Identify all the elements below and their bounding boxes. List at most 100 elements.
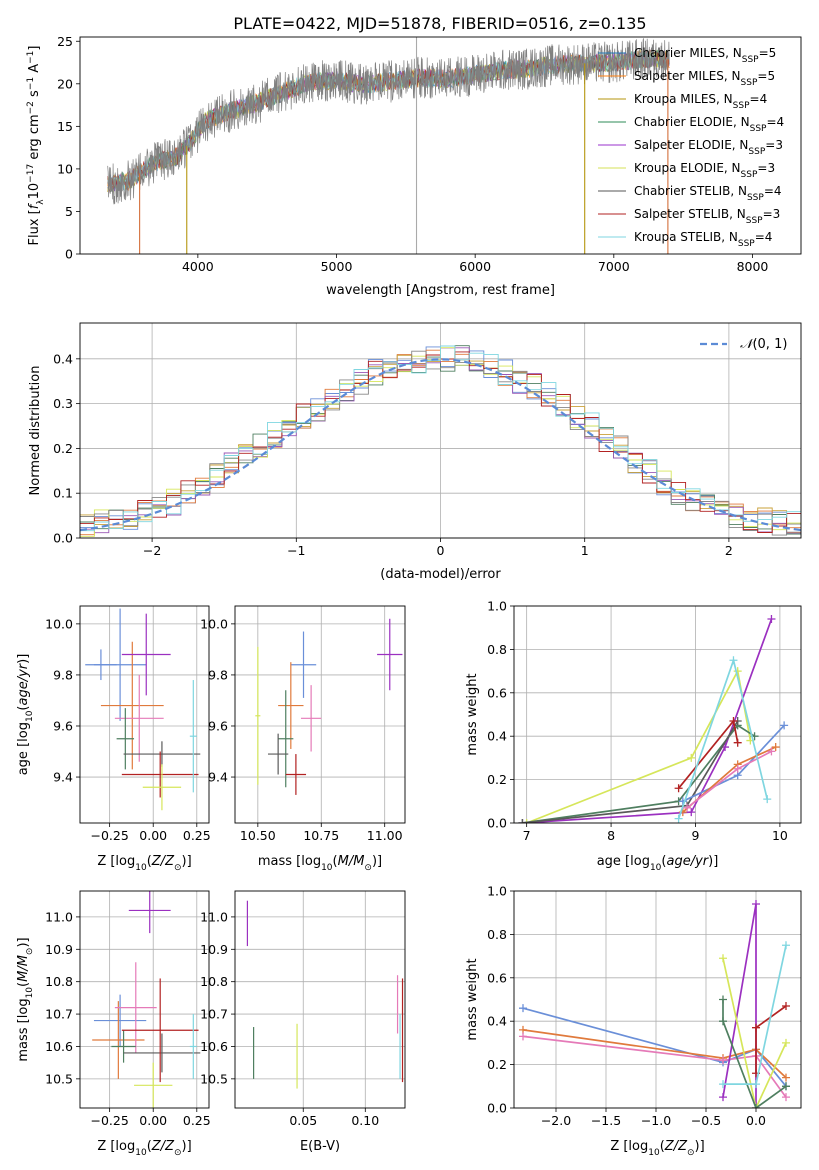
histogram-step (80, 350, 801, 536)
x-tick-label: 0 (437, 543, 445, 558)
y-tick-label: 0.8 (487, 642, 507, 657)
series-line (522, 1029, 787, 1079)
x-tick-label: 1 (581, 543, 589, 558)
plot-area (92, 891, 201, 1108)
x-tick-label: 5000 (321, 259, 353, 274)
y-tick-label: 9.8 (53, 667, 73, 682)
weight-series (719, 995, 790, 1108)
chart-spectrum: 4000 5000 6000 7000 8000 0 5 10 15 20 25 wavelength… (26, 34, 802, 298)
x-axis-label: E(B-V) (300, 1139, 340, 1154)
y-tick-label: 10.6 (200, 1039, 228, 1054)
legend-label: Kroupa ELODIE, NSSP=3 (634, 161, 775, 180)
plot-area (255, 618, 403, 795)
errorbar-point (267, 733, 289, 775)
weight-series (674, 656, 772, 823)
x-axis-label: wavelength [Angstrom, rest frame] (326, 283, 555, 298)
legend-label: Chabrier ELODIE, NSSP=4 (634, 115, 784, 134)
x-tick-label: 7000 (598, 259, 630, 274)
series-marker (782, 1002, 790, 1011)
errorbar-point (189, 680, 197, 793)
plot-area (107, 37, 670, 254)
y-tick-label: 9.4 (208, 770, 228, 785)
series-marker (522, 819, 531, 823)
y-tick-label: 0 (65, 247, 73, 262)
weight-series (752, 1002, 790, 1078)
legend-label: Salpeter STELIB, NSSP=3 (634, 207, 780, 226)
weight-series (719, 900, 760, 1108)
grid-lines (235, 606, 405, 823)
y-axis-label: mass weight (465, 958, 480, 1040)
x-tick-label: 0.25 (183, 828, 211, 843)
x-tick-label: 8000 (737, 259, 769, 274)
legend-label: Salpeter ELODIE, NSSP=3 (634, 138, 783, 157)
errorbar-point (114, 962, 157, 1053)
y-tick-label: 1.0 (487, 599, 507, 614)
series-marker (683, 803, 692, 812)
y-tick-label: 1.0 (487, 884, 507, 899)
y-tick-label: 15 (57, 119, 73, 134)
y-tick-label: 10.7 (45, 1007, 73, 1022)
series-marker (767, 615, 776, 624)
series-marker (752, 1104, 760, 1108)
series-marker (719, 1017, 727, 1026)
legend-label: Kroupa MILES, NSSP=4 (634, 92, 767, 111)
series-marker (782, 1038, 790, 1047)
x-tick-label: 2 (725, 543, 733, 558)
data-spectrum (107, 38, 670, 205)
x-tick-label: −0.5 (691, 1113, 721, 1128)
chart-mass_vs_Z: −0.25 0.00 0.25 10.5 10.6 10.7 10.8 10.9 11.0 Z [… (16, 890, 211, 1158)
errorbar-point (128, 891, 171, 934)
y-tick-label: 10 (57, 161, 73, 176)
axes-frame (513, 605, 802, 824)
y-axis-label: mass [log10(M/M⊙)] (16, 937, 35, 1061)
x-tick-label: 0.25 (183, 1113, 211, 1128)
x-tick-label: 0.00 (139, 828, 167, 843)
x-tick-label: 0.0 (746, 1113, 766, 1128)
y-tick-label: 10.8 (45, 974, 73, 989)
errorbar-point (100, 641, 164, 770)
errorbar-point (290, 631, 317, 698)
y-tick-label: 10.0 (45, 616, 73, 631)
errorbar-point (121, 751, 199, 798)
weight-series (683, 747, 776, 812)
plot-area (518, 615, 789, 823)
y-tick-label: 11.0 (45, 909, 73, 924)
series-marker (719, 954, 727, 963)
y-tick-label: 0.4 (487, 1014, 507, 1029)
errorbar-point (111, 1030, 136, 1063)
series-marker (674, 814, 683, 823)
y-tick-label: 0.0 (53, 531, 73, 546)
axes-frame (234, 890, 406, 1109)
weight-series (522, 667, 755, 823)
y-tick-label: 0.2 (487, 772, 507, 787)
legend-label: Salpeter MILES, NSSP=5 (634, 69, 775, 88)
series-marker (519, 1004, 527, 1013)
errorbar-point (121, 978, 199, 1083)
series-marker (729, 717, 738, 726)
series-marker (733, 738, 742, 747)
axes-frame (234, 605, 406, 824)
y-tick-label: 10.7 (200, 1007, 228, 1022)
errorbar-point (189, 1014, 197, 1079)
errorbar-point (121, 613, 171, 696)
series-marker (687, 753, 696, 762)
series-marker (752, 900, 760, 909)
x-axis-label: Z [log10(Z/Z⊙)] (610, 1139, 704, 1158)
y-tick-label: 10.0 (200, 616, 228, 631)
series-line (522, 618, 773, 823)
weight-series (519, 1025, 790, 1082)
x-tick-label: −2.0 (541, 1113, 571, 1128)
axes-frame (79, 322, 802, 539)
grid-lines (235, 891, 405, 1108)
y-tick-label: 0.3 (53, 396, 73, 411)
y-tick-label: 10.9 (200, 942, 228, 957)
legend-label: Chabrier MILES, NSSP=5 (634, 46, 776, 65)
y-tick-label: 25 (57, 34, 73, 49)
x-tick-label: −1.0 (641, 1113, 671, 1128)
x-tick-label: 0.00 (139, 1113, 167, 1128)
x-tick-label: 7 (523, 828, 531, 843)
x-axis-label: (data-model)/error (380, 567, 501, 582)
y-tick-label: 11.0 (200, 909, 228, 924)
series-marker (763, 795, 772, 804)
axes-frame (79, 890, 210, 1109)
